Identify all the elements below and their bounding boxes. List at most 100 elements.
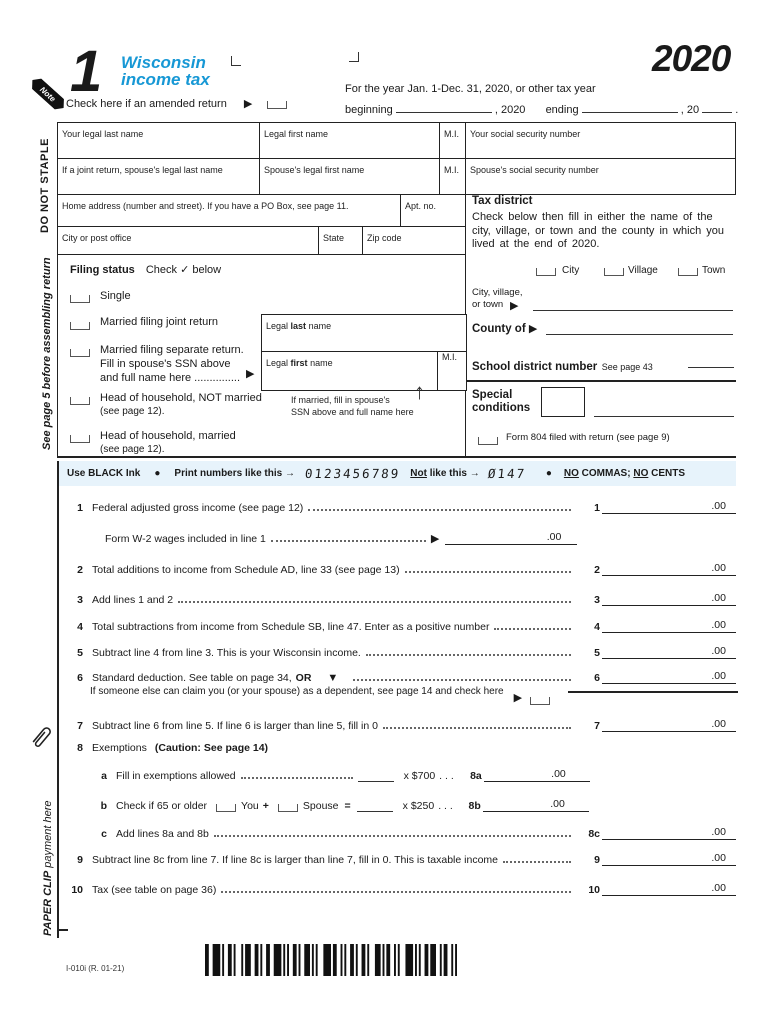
filing-hohm-line2: (see page 12). [100,444,165,455]
line-4-amount-field[interactable]: .00 [602,619,736,633]
ending-date-field[interactable] [581,102,678,113]
apt-no-field[interactable]: Apt. no. [400,194,466,227]
spouse-ssn-field[interactable]: Spouse's social security number [465,158,736,195]
state-field[interactable]: State [318,226,363,255]
special-conditions-line1: Special [472,389,513,401]
form804-checkbox[interactable] [478,437,498,445]
district-city-checkbox[interactable] [536,268,556,276]
spouse-last-name-field[interactable]: If a joint return, spouse's legal last n… [57,158,260,195]
your-last-name-label: Your legal last name [62,129,144,139]
mfs-spouse-last-name-field[interactable]: Legal last name [261,314,467,352]
ending-year-field[interactable] [702,102,733,113]
filing-mfj-checkbox[interactable] [70,322,90,330]
line-3-leader [178,601,571,603]
filing-status-below-word: below [192,264,222,276]
line-3-num: 3 [77,594,83,606]
tax-period-row: beginning , 2020 ending , 20 . [345,102,738,116]
line-7-ref: 7 [594,720,600,732]
line-1-num: 1 [77,502,83,514]
barcode [205,944,457,981]
mfs-spouse-first-name-field[interactable]: Legal first name [261,351,467,391]
your-first-name-field[interactable]: Legal first name [259,122,440,159]
city-field[interactable]: City or post office [57,226,319,255]
line-2-text: Total additions to income from Schedule … [92,564,400,576]
line-8a-mult: x $700 [403,770,436,782]
section-divider [57,456,736,458]
school-district-input[interactable] [688,357,734,368]
line-9-leader [503,861,571,863]
line-7-num: 7 [77,720,83,732]
ending-label: ending [545,104,579,116]
your-last-name-field[interactable]: Your legal last name [57,122,260,159]
line-6-dependent-arrow-icon: ▶ [513,692,523,704]
filing-single-checkbox[interactable] [70,295,90,303]
cvt-label-line1: City, village, [472,287,523,298]
filing-hohm-line1: Head of household, married [100,430,236,442]
line-6-amount-field[interactable]: .00 [602,670,736,684]
line-2-amount-field[interactable]: .00 [602,562,736,576]
filing-hohm-checkbox[interactable] [70,435,90,443]
spouse-mi-field[interactable]: M.I. [439,158,466,195]
line-8b-count-field[interactable] [356,801,393,812]
beginning-date-field[interactable] [395,102,492,113]
line-1-ref: 1 [594,502,600,514]
mfs-note-line2: SSN above and full name here [291,407,414,417]
special-conditions-box[interactable] [541,387,585,417]
line-7-amount-field[interactable]: .00 [602,718,736,732]
tax-district-desc: Check below then fill in either the name… [472,211,724,252]
your-mi-field[interactable]: M.I. [439,122,466,159]
sample-digits: 0123456789 [304,466,402,481]
amended-return-checkbox[interactable] [267,101,288,109]
line-6-double-rule [568,691,738,693]
filing-mfj-label: Married filing joint return [100,316,218,328]
right-col-divider [466,380,736,382]
line-5-amount-field[interactable]: .00 [602,645,736,659]
line-8c-amount-field[interactable]: .00 [602,826,736,840]
line-8-text: Exemptions [92,742,147,754]
line-8b-you-checkbox[interactable] [216,804,237,812]
tax-year: 2020 [652,38,731,79]
zip-field[interactable]: Zip code [362,226,466,255]
line-w2-leader [270,540,426,542]
special-conditions-input[interactable] [594,406,734,417]
line-9-amount-field[interactable]: .00 [602,852,736,866]
line-8b-spouse-checkbox[interactable] [277,804,298,812]
filing-hoh-checkbox[interactable] [70,397,90,405]
line-3: 3 Add lines 1 and 2 3 .00 [66,592,736,606]
line-9-ref: 9 [594,854,600,866]
your-ssn-field[interactable]: Your social security number [465,122,736,159]
district-village-checkbox[interactable] [604,268,624,276]
filing-status-check-word: Check [145,264,178,276]
line-8a-count-field[interactable] [357,771,394,782]
mfs-spouse-last-name-label: Legal last name [266,321,332,331]
filing-mfs-checkbox[interactable] [70,349,90,357]
bottom-corner-mark [57,929,68,931]
county-arrow-icon: ▶ [528,323,538,335]
line-8-num: 8 [77,742,83,754]
line-8a-amount-field[interactable]: .00 [483,768,590,782]
filing-hoh-label: Head of household, NOT married (see page… [100,391,262,419]
line-8a-ref: 8a [470,770,482,782]
line-10-amount-field[interactable]: .00 [602,882,736,896]
school-district-ref: See page 43 [601,362,653,372]
line-5-text: Subtract line 4 from line 3. This is you… [92,647,361,659]
line-2: 2 Total additions to income from Schedul… [66,562,736,576]
tax-district-desc3: lived at the end of 2020. [472,238,600,250]
line-3-amount-field[interactable]: .00 [602,592,736,606]
line-8b-amount-field[interactable]: .00 [482,798,589,812]
spouse-first-name-field[interactable]: Spouse's legal first name [259,158,440,195]
district-town-checkbox[interactable] [678,268,698,276]
line-6-or: OR [295,672,312,684]
line-1-amount-field[interactable]: .00 [602,500,736,514]
line-8a-num: a [101,770,107,782]
line-w2-amount-field[interactable]: .00 [445,531,578,545]
filing-mfs-label: Married filing separate return. Fill in … [100,343,244,385]
district-city-label: City [562,265,580,276]
spouse-last-name-label: If a joint return, spouse's legal last n… [62,165,223,175]
cvt-input-line[interactable] [533,300,733,311]
filing-hohm-label: Head of household, married (see page 12)… [100,429,236,457]
county-input-line[interactable] [546,324,733,335]
home-address-field[interactable]: Home address (number and street). If you… [57,194,401,227]
filing-hoh-line2: (see page 12). [100,406,165,417]
line-6-dependent-checkbox[interactable] [530,697,551,705]
